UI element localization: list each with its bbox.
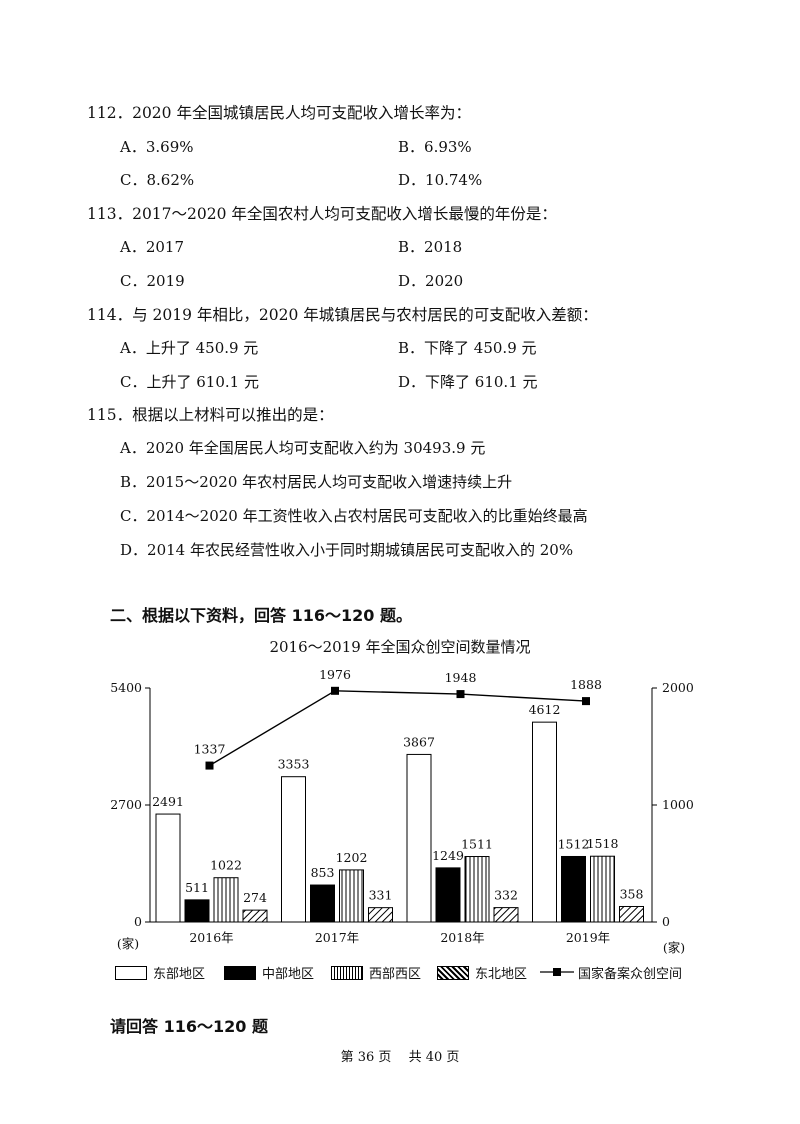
x-tick-label: 2018年 (440, 930, 484, 945)
legend-swatch-stripes (331, 966, 363, 980)
option-b[interactable]: B．6.93% (398, 138, 472, 156)
bar (281, 776, 306, 923)
x-tick-label: 2019年 (566, 930, 610, 945)
bar-value-label: 274 (243, 890, 267, 905)
bar (155, 813, 181, 923)
left-tick-label: 2700 (110, 797, 142, 812)
question-stem: 112．2020 年全国城镇居民人均可支配收入增长率为： (87, 104, 471, 122)
option-a[interactable]: A．3.69% (120, 138, 194, 156)
right-tick-label: 2000 (662, 680, 694, 695)
bar-value-label: 2491 (152, 794, 184, 809)
question-stem: 114．与 2019 年相比，2020 年城镇居民与农村居民的可支配收入差额： (87, 306, 598, 324)
line-value-label: 1976 (319, 667, 351, 682)
bar (590, 855, 615, 923)
option-b[interactable]: B．2015～2020 年农村居民人均可支配收入增速持续上升 (120, 473, 513, 491)
option-d[interactable]: D．下降了 610.1 元 (398, 373, 538, 391)
option-b[interactable]: B．2018 (398, 238, 463, 256)
bar-value-label: 1512 (558, 836, 590, 851)
legend-swatch-hatch (437, 966, 469, 980)
bar (406, 753, 432, 923)
option-d[interactable]: D．10.74% (398, 171, 483, 189)
bar (435, 867, 461, 923)
legend-label: 国家备案众创空间 (578, 967, 683, 982)
line-value-label: 1948 (445, 670, 477, 685)
legend-label: 西部西区 (369, 967, 422, 982)
bar (532, 721, 557, 923)
right-unit-label: (家) (663, 940, 685, 955)
bar (242, 909, 268, 923)
question-stem: 113．2017～2020 年全国农村人均可支配收入增长最慢的年份是： (87, 205, 557, 223)
bar-value-label: 853 (311, 865, 335, 880)
option-a[interactable]: A．2020 年全国居民人均可支配收入约为 30493.9 元 (120, 439, 486, 457)
bar-value-label: 3867 (403, 734, 435, 749)
section-heading: 二、根据以下资料，回答 116～120 题。 (110, 606, 412, 625)
bar-value-label: 1518 (587, 836, 619, 851)
legend-label: 东北地区 (475, 967, 528, 982)
bar-value-label: 1022 (210, 858, 242, 873)
bar-value-label: 332 (494, 888, 518, 903)
bar (310, 884, 335, 923)
option-d[interactable]: D．2020 (398, 272, 464, 290)
bar (184, 899, 210, 923)
line-point (205, 761, 214, 770)
bar-value-label: 331 (369, 888, 393, 903)
x-tick-label: 2017年 (315, 930, 359, 945)
question-stem: 115．根据以上材料可以推出的是： (87, 406, 334, 424)
option-b[interactable]: B．下降了 450.9 元 (398, 339, 537, 357)
option-c[interactable]: C．2019 (120, 272, 185, 290)
bar-value-label: 1249 (432, 848, 464, 863)
option-c[interactable]: C．上升了 610.1 元 (120, 373, 259, 391)
chart-title: 2016～2019 年全国众创空间数量情况 (269, 638, 531, 656)
legend-label: 东部地区 (153, 967, 206, 982)
left-tick-label: 5400 (110, 680, 142, 695)
bar (464, 856, 490, 923)
line-value-label: 1888 (570, 677, 602, 692)
line-point (582, 697, 590, 706)
answer-prompt: 请回答 116～120 题 (110, 1017, 268, 1036)
right-tick-label: 0 (662, 914, 670, 929)
line-point (456, 690, 465, 699)
bar-value-label: 511 (185, 880, 209, 895)
page-footer: 第 36 页 共 40 页 (340, 1050, 460, 1065)
option-a[interactable]: A．上升了 450.9 元 (120, 339, 259, 357)
line-value-label: 1337 (194, 742, 226, 757)
x-tick-label: 2016年 (189, 930, 233, 945)
option-c[interactable]: C．8.62% (120, 171, 195, 189)
bar-value-label: 358 (620, 886, 644, 901)
bar (619, 905, 644, 923)
bar-value-label: 1202 (336, 850, 368, 865)
legend-swatch-white (115, 966, 147, 980)
bar (493, 907, 519, 923)
legend-label: 中部地区 (262, 967, 315, 982)
bar (213, 877, 239, 923)
option-c[interactable]: C．2014～2020 年工资性收入占农村居民可支配收入的比重始终最高 (120, 507, 588, 525)
right-tick-label: 1000 (662, 797, 694, 812)
left-tick-label: 0 (134, 914, 142, 929)
bar-value-label: 1511 (461, 837, 493, 852)
left-unit-label: (家) (117, 936, 139, 951)
bar-value-label: 3353 (278, 757, 310, 772)
bar-value-label: 4612 (529, 702, 561, 717)
option-d[interactable]: D．2014 年农民经营性收入小于同时期城镇居民可支配收入的 20% (120, 541, 574, 559)
legend-line-marker (540, 968, 574, 976)
line-point (331, 686, 339, 695)
bar (339, 869, 364, 923)
option-a[interactable]: A．2017 (120, 238, 185, 256)
line-series (209, 690, 587, 767)
bar (561, 855, 586, 923)
legend-swatch-black (224, 966, 256, 980)
bar (368, 907, 393, 923)
